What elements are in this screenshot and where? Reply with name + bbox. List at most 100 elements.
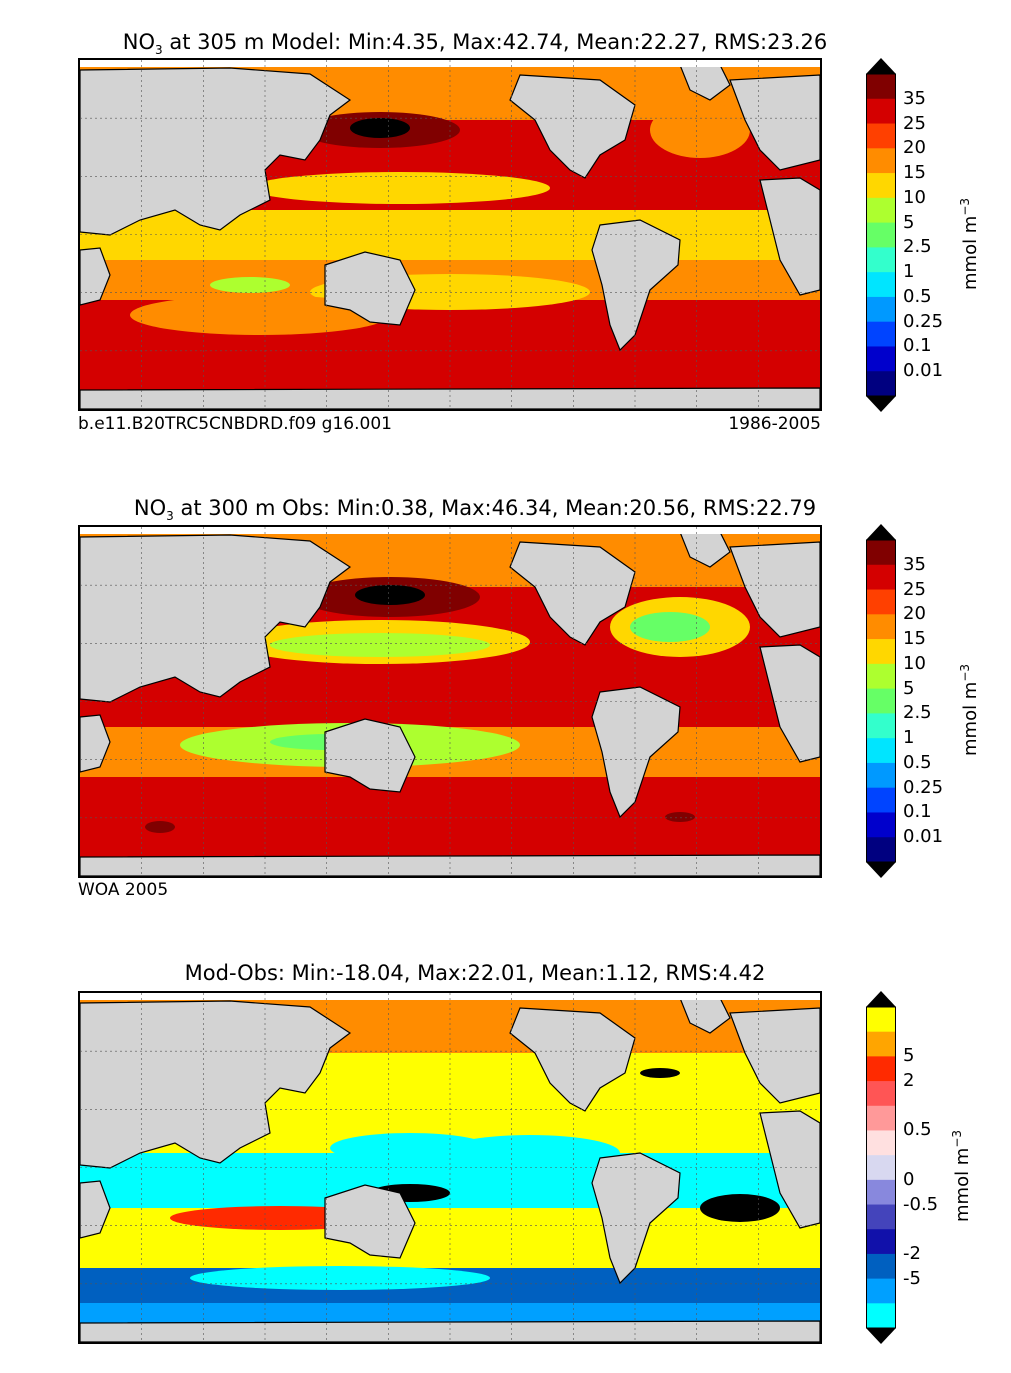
colorbar-segment — [866, 222, 896, 248]
colorbar-segment — [866, 663, 896, 690]
colorbar-segment — [866, 197, 896, 224]
arctic-mask — [80, 60, 820, 67]
land-north-america — [509, 1007, 636, 1112]
colorbar-tick-label: 5 — [903, 1045, 915, 1067]
land-europe — [729, 74, 820, 171]
colorbar-tick-label: 20 — [903, 137, 926, 159]
panel-3-units: mmol m−3 — [950, 1129, 973, 1222]
colorbar-segment — [866, 1229, 896, 1255]
colorbar-tick-label: 0.25 — [903, 310, 944, 332]
colorbar-extend-min — [866, 862, 896, 878]
colorbar-extend-max — [866, 524, 896, 540]
colorbar-segment — [866, 614, 896, 640]
panel-1-map — [78, 58, 822, 411]
arctic-mask — [80, 527, 820, 534]
colorbar-segment — [866, 321, 896, 347]
land-antarctica — [80, 854, 820, 876]
colorbar-tick-label: 25 — [903, 578, 926, 600]
colorbar-segment — [866, 272, 896, 298]
colorbar-tick-label: 2.5 — [903, 236, 932, 258]
colorbar-frame — [866, 1006, 896, 1329]
contour-region — [210, 277, 290, 293]
contour-region — [350, 118, 410, 138]
land-antarctica — [80, 387, 820, 409]
panel-3-map — [78, 991, 822, 1344]
contour-region — [700, 1194, 780, 1222]
panel-1-years-caption: 1986-2005 — [728, 414, 821, 434]
colorbar-segment — [866, 639, 896, 665]
panel-3-title: Mod-Obs: Min:-18.04, Max:22.01, Mean:1.1… — [184, 961, 766, 985]
contour-region — [640, 1068, 680, 1078]
colorbar-segment — [866, 837, 896, 863]
colorbar-segment — [866, 564, 896, 591]
colorbar-tick-label: 0.01 — [903, 826, 944, 848]
colorbar-tick-label: 20 — [903, 603, 926, 625]
colorbar-tick-label: 0.1 — [903, 335, 932, 357]
contour-region — [190, 1266, 490, 1290]
contour-region — [650, 102, 750, 158]
contour-region — [270, 633, 490, 657]
colorbar-segment — [866, 589, 896, 615]
colorbar-segment — [866, 1081, 896, 1107]
colorbar-tick-label: 0.5 — [903, 751, 932, 773]
colorbar-segment — [866, 1253, 896, 1280]
land-asia — [80, 1000, 352, 1169]
land-europe — [729, 541, 820, 638]
colorbar-tick-label: 2.5 — [903, 702, 932, 724]
colorbar-segment — [866, 123, 896, 149]
colorbar-tick-label: 0 — [903, 1168, 915, 1190]
colorbar-segment — [866, 540, 896, 566]
colorbar-segment — [866, 1007, 896, 1033]
contour-region — [665, 812, 695, 822]
contour-region — [145, 821, 175, 833]
panel-2-map — [78, 525, 822, 878]
colorbar-segment — [866, 812, 896, 838]
colorbar-tick-label: 2 — [903, 1070, 915, 1092]
colorbar-segment — [866, 1155, 896, 1181]
contour-region — [355, 585, 425, 605]
contour-region — [250, 172, 550, 204]
colorbar-tick-label: 0.5 — [903, 285, 932, 307]
land-antarctica — [80, 1320, 820, 1342]
colorbar-segment — [866, 173, 896, 199]
colorbar-tick-label: -5 — [903, 1267, 921, 1289]
colorbar-segment — [866, 1204, 896, 1230]
land-australia — [324, 1184, 416, 1259]
colorbar-extend-min — [866, 396, 896, 412]
colorbar-segment — [866, 98, 896, 125]
land-asia — [80, 534, 352, 703]
land-asia — [80, 67, 352, 236]
colorbar-extend-max — [866, 58, 896, 74]
colorbar-tick-label: 0.5 — [903, 1119, 932, 1141]
panel-3-colorbar — [866, 991, 896, 1344]
contour-region — [440, 1135, 620, 1171]
colorbar-tick-label: 15 — [903, 628, 926, 650]
colorbar-tick-label: 35 — [903, 87, 926, 109]
colorbar-segment — [866, 1278, 896, 1304]
panel-2-units: mmol m−3 — [958, 663, 981, 756]
colorbar-tick-label: 5 — [903, 677, 915, 699]
colorbar-segment — [866, 74, 896, 100]
colorbar-tick-label: 5 — [903, 211, 915, 233]
panel-2-title: NO3 at 300 m Obs: Min:0.38, Max:46.34, M… — [133, 496, 817, 524]
land-north-america — [509, 541, 636, 646]
colorbar-extend-min — [866, 1328, 896, 1344]
colorbar-segment — [866, 371, 896, 397]
panel-1-colorbar — [866, 58, 896, 412]
colorbar-segment — [866, 713, 896, 739]
colorbar-segment — [866, 247, 896, 273]
colorbar-tick-label: 0.1 — [903, 801, 932, 823]
colorbar-tick-label: 10 — [903, 186, 926, 208]
colorbar-tick-label: 15 — [903, 162, 926, 184]
colorbar-segment — [866, 296, 896, 323]
land-africa-east — [80, 247, 111, 306]
land-australia — [324, 718, 416, 793]
panel-1-run-caption: b.e11.B20TRC5CNBDRD.f09 g16.001 — [78, 414, 392, 434]
colorbar-segment — [866, 1105, 896, 1131]
colorbar-segment — [866, 1031, 896, 1057]
colorbar-segment — [866, 688, 896, 714]
colorbar-tick-label: 0.01 — [903, 360, 944, 382]
land-africa-east — [80, 1180, 111, 1239]
colorbar-segment — [866, 1056, 896, 1082]
colorbar-tick-label: 35 — [903, 553, 926, 575]
